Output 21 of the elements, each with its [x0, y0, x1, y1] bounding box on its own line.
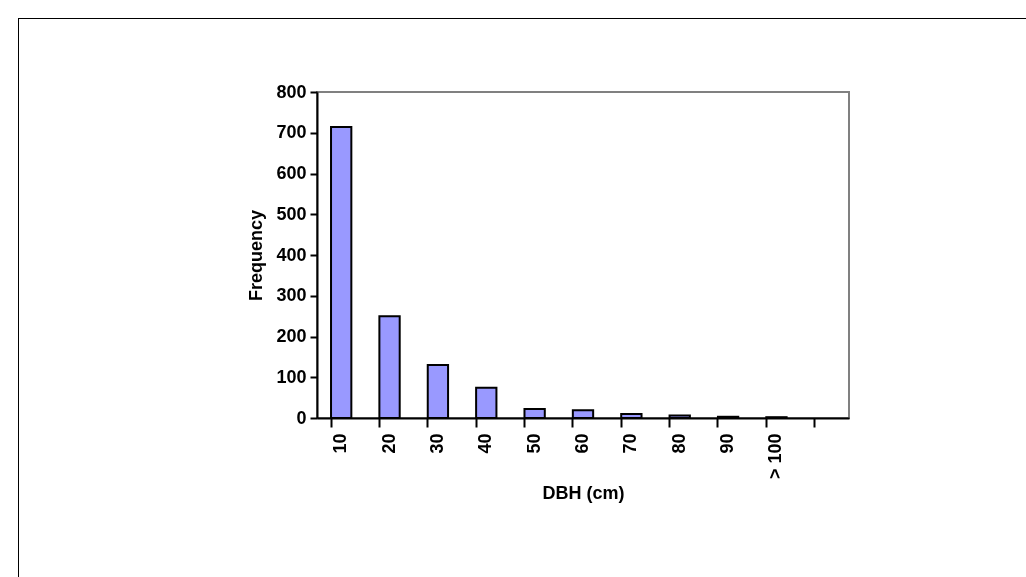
x-tick-label: 10	[330, 433, 351, 454]
x-axis-title: DBH (cm)	[542, 483, 625, 504]
y-tick-label: 800	[276, 81, 307, 102]
x-tick-label: 50	[523, 433, 544, 454]
y-tick-label: 400	[276, 244, 307, 265]
x-tick-label: > 100	[765, 433, 786, 480]
x-tick-label: 70	[620, 433, 641, 454]
x-tick-label: 60	[572, 433, 592, 454]
x-tick-label: 90	[717, 433, 738, 454]
y-tick-label: 300	[276, 285, 307, 306]
y-tick-label: 500	[276, 203, 307, 224]
x-tick-label: 40	[475, 433, 496, 454]
x-tick-label: 80	[668, 433, 689, 454]
x-tick-label: 30	[426, 433, 447, 454]
y-tick-label: 700	[276, 122, 307, 143]
y-axis-title: Frequency	[246, 209, 267, 302]
x-tick-label: 20	[378, 433, 399, 454]
y-tick-label: 0	[296, 407, 307, 428]
y-tick-label: 200	[276, 326, 307, 346]
y-tick-label: 600	[276, 163, 307, 183]
y-tick-label: 100	[276, 366, 307, 387]
